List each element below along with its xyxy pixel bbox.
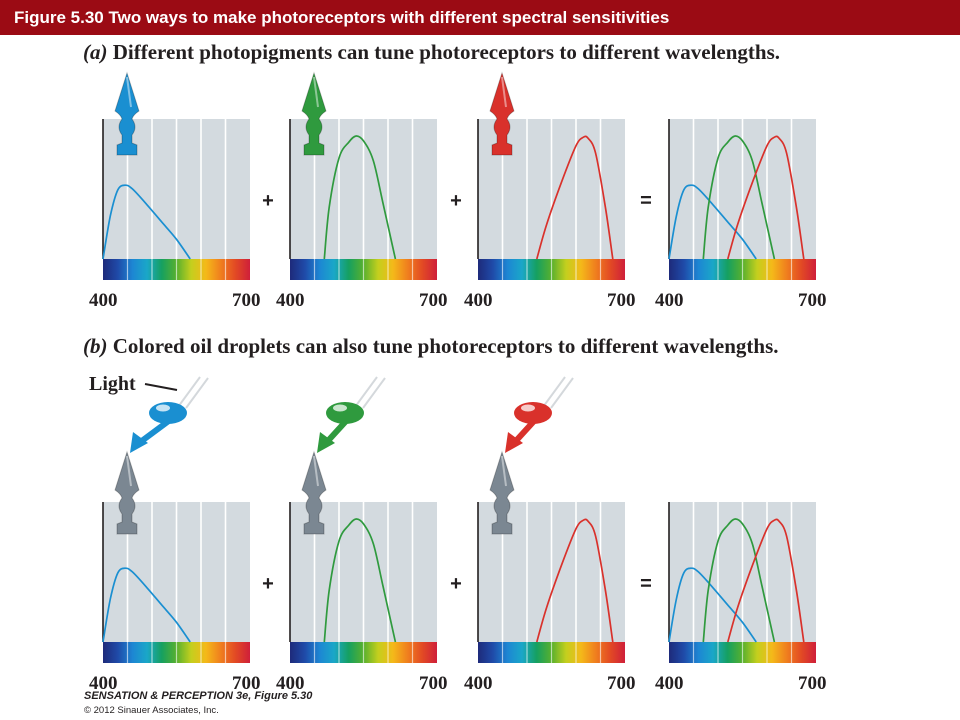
sensitivity-curve [535, 135, 614, 260]
footer-copyright: © 2012 Sinauer Associates, Inc. [84, 705, 219, 716]
photoreceptor-icon [489, 71, 515, 156]
sensitivity-curve [726, 135, 805, 260]
x-tick-label-min: 400 [464, 673, 493, 694]
sensitivity-curve [323, 135, 397, 260]
sensitivity-curve [668, 184, 757, 260]
photoreceptor-icon [301, 450, 327, 535]
footer-credit: SENSATION & PERCEPTION 3e, Figure 5.30 [84, 690, 313, 702]
equals-sign: = [640, 190, 652, 212]
x-tick-label-min: 400 [276, 290, 305, 311]
x-tick-label-min: 400 [655, 673, 684, 694]
part-b-letter: (b) [83, 334, 108, 358]
sensitivity-curve [535, 518, 614, 643]
x-tick-label-max: 700 [607, 290, 636, 311]
spectrum-panel: 400 700 [655, 502, 827, 694]
light-label: Light [89, 373, 136, 395]
oil-droplet-icon [326, 402, 364, 424]
light-label-pointer [144, 383, 178, 391]
spectrum-panel: 400 700 [655, 119, 827, 311]
plus-sign: + [450, 573, 462, 595]
light-ray [354, 376, 378, 408]
arrowhead-icon [317, 432, 335, 453]
sensitivity-curve [668, 567, 757, 643]
x-tick-label-min: 400 [464, 290, 493, 311]
light-ray [362, 377, 386, 409]
sensitivity-curve [702, 135, 776, 260]
light-ray [550, 377, 574, 409]
part-a-text: Different photopigments can tune photore… [112, 40, 781, 64]
arrowhead-icon [130, 432, 148, 453]
spectrum-panel: 400 700 [276, 119, 448, 311]
sensitivity-curve [102, 184, 191, 260]
arrowhead-icon [505, 432, 523, 453]
x-tick-label-min: 400 [276, 673, 305, 694]
plus-sign: + [450, 190, 462, 212]
spectrum-panel: 400 700 [276, 502, 448, 694]
x-tick-label-max: 700 [607, 673, 636, 694]
oil-droplet-icon [149, 402, 187, 424]
equals-sign: = [640, 573, 652, 595]
x-tick-label-max: 700 [798, 290, 827, 311]
part-b-receptors [114, 376, 574, 535]
spectrum-panel: 400 700 [464, 119, 636, 311]
photoreceptor-icon [114, 71, 140, 156]
title-bar: Figure 5.30 Two ways to make photorecept… [0, 0, 960, 35]
photoreceptor-icon [114, 450, 140, 535]
plus-sign: + [262, 573, 274, 595]
spectrum-panel: 400 700 [89, 119, 261, 311]
x-tick-label-min: 400 [89, 290, 118, 311]
x-tick-label-max: 700 [419, 673, 448, 694]
sensitivity-curve [702, 518, 776, 643]
part-a-receptors [114, 71, 515, 156]
spectrum-panel: 400 700 [464, 502, 636, 694]
part-a-letter: (a) [83, 40, 108, 64]
light-ray [177, 376, 201, 408]
sensitivity-curve [102, 567, 191, 643]
x-tick-label-max: 700 [419, 290, 448, 311]
oil-droplet-icon [514, 402, 552, 424]
figure-title: Figure 5.30 Two ways to make photorecept… [14, 8, 670, 27]
part-b-caption: (b) Colored oil droplets can also tune p… [83, 334, 779, 359]
x-tick-label-max: 700 [232, 673, 261, 694]
photoreceptor-icon [489, 450, 515, 535]
sensitivity-curve [726, 518, 805, 643]
light-ray [542, 376, 566, 408]
sensitivity-curve [323, 518, 397, 643]
photoreceptor-icon [301, 71, 327, 156]
spectrum-panel: 400 700 [89, 502, 261, 694]
x-tick-label-max: 700 [798, 673, 827, 694]
part-a-caption: (a) Different photopigments can tune pho… [83, 40, 780, 65]
x-tick-label-max: 700 [232, 290, 261, 311]
plus-sign: + [262, 190, 274, 212]
x-tick-label-min: 400 [89, 673, 118, 694]
light-ray [185, 377, 209, 409]
x-tick-label-min: 400 [655, 290, 684, 311]
part-b-text: Colored oil droplets can also tune photo… [112, 334, 779, 358]
